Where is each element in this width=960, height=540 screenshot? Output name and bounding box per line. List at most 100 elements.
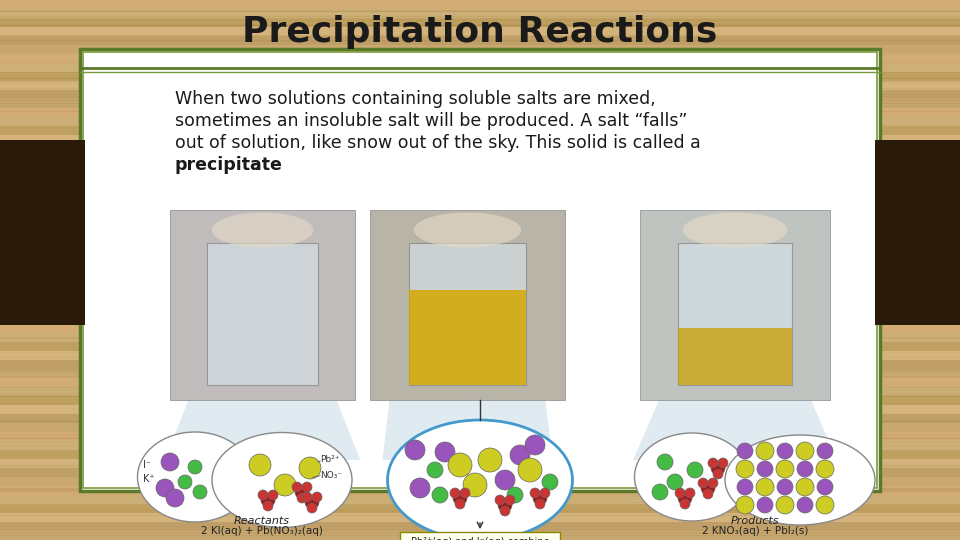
Bar xyxy=(409,242,526,385)
Bar xyxy=(0,449,960,459)
Circle shape xyxy=(652,484,668,500)
Polygon shape xyxy=(633,400,837,460)
Circle shape xyxy=(708,478,718,488)
Circle shape xyxy=(796,442,814,460)
Circle shape xyxy=(757,461,773,477)
Bar xyxy=(0,260,960,270)
Circle shape xyxy=(533,491,547,505)
Circle shape xyxy=(796,478,814,496)
Circle shape xyxy=(427,462,443,478)
Circle shape xyxy=(302,492,312,502)
Bar xyxy=(0,215,960,225)
Circle shape xyxy=(737,443,753,459)
Bar xyxy=(80,49,880,491)
Text: K⁺: K⁺ xyxy=(143,474,155,484)
Bar xyxy=(400,532,560,540)
Bar xyxy=(83,52,877,488)
Circle shape xyxy=(166,489,184,507)
Circle shape xyxy=(495,470,515,490)
Bar xyxy=(207,242,318,385)
Bar xyxy=(0,144,960,153)
Circle shape xyxy=(736,496,754,514)
Bar xyxy=(0,171,960,180)
Circle shape xyxy=(510,445,530,465)
Bar xyxy=(0,476,960,486)
Bar xyxy=(0,63,960,72)
Bar xyxy=(0,179,960,189)
Bar xyxy=(0,140,85,325)
Circle shape xyxy=(817,443,833,459)
Circle shape xyxy=(816,496,834,514)
Circle shape xyxy=(188,460,202,474)
Circle shape xyxy=(737,479,753,495)
Bar xyxy=(0,188,960,198)
Circle shape xyxy=(478,448,502,472)
Ellipse shape xyxy=(635,433,750,521)
Text: When two solutions containing soluble salts are mixed,: When two solutions containing soluble sa… xyxy=(175,90,656,108)
Bar xyxy=(0,530,960,540)
Circle shape xyxy=(463,473,487,497)
Bar xyxy=(0,431,960,441)
Bar xyxy=(0,125,960,135)
Bar xyxy=(0,269,960,279)
Circle shape xyxy=(797,497,813,513)
Bar xyxy=(0,395,960,405)
Bar xyxy=(0,422,960,432)
Circle shape xyxy=(405,440,425,460)
Circle shape xyxy=(302,482,312,492)
Circle shape xyxy=(495,495,505,505)
Bar xyxy=(0,485,960,495)
Circle shape xyxy=(258,490,268,500)
Ellipse shape xyxy=(414,213,521,247)
Bar xyxy=(678,242,792,385)
Ellipse shape xyxy=(211,213,313,247)
Bar xyxy=(0,306,960,315)
Circle shape xyxy=(500,506,510,516)
Bar xyxy=(0,368,960,378)
Bar xyxy=(0,26,960,36)
Bar xyxy=(0,90,960,99)
Circle shape xyxy=(756,478,774,496)
Circle shape xyxy=(453,491,467,505)
Text: precipitate: precipitate xyxy=(175,156,282,174)
Circle shape xyxy=(540,488,550,498)
Circle shape xyxy=(817,479,833,495)
Circle shape xyxy=(505,495,515,505)
Bar xyxy=(0,360,960,369)
Circle shape xyxy=(448,453,472,477)
Bar xyxy=(0,80,960,90)
Bar xyxy=(0,441,960,450)
Circle shape xyxy=(263,501,273,511)
Bar xyxy=(0,206,960,216)
Circle shape xyxy=(178,475,192,489)
Circle shape xyxy=(816,460,834,478)
Bar xyxy=(0,17,960,27)
Circle shape xyxy=(757,497,773,513)
Circle shape xyxy=(305,495,319,509)
Bar xyxy=(0,233,960,243)
Bar xyxy=(0,333,960,342)
Bar xyxy=(0,225,960,234)
Circle shape xyxy=(797,461,813,477)
Circle shape xyxy=(678,491,692,505)
Circle shape xyxy=(249,454,271,476)
Bar xyxy=(0,44,960,54)
Bar xyxy=(640,210,830,400)
Circle shape xyxy=(713,469,723,479)
Circle shape xyxy=(292,482,302,492)
Circle shape xyxy=(776,496,794,514)
Circle shape xyxy=(657,454,673,470)
Bar xyxy=(0,495,960,504)
Text: 2 KI(aq) + Pb(NO₃)₂(aq): 2 KI(aq) + Pb(NO₃)₂(aq) xyxy=(201,526,323,536)
Bar xyxy=(0,252,960,261)
Circle shape xyxy=(525,435,545,455)
Bar xyxy=(0,377,960,387)
Text: Products: Products xyxy=(731,516,780,526)
Text: 2 KNO₃(aq) + PbI₂(s): 2 KNO₃(aq) + PbI₂(s) xyxy=(702,526,808,536)
Bar xyxy=(0,134,960,144)
Circle shape xyxy=(161,453,179,471)
Bar xyxy=(0,287,960,297)
Text: .: . xyxy=(252,156,258,174)
Bar xyxy=(0,503,960,513)
Bar xyxy=(0,198,960,207)
